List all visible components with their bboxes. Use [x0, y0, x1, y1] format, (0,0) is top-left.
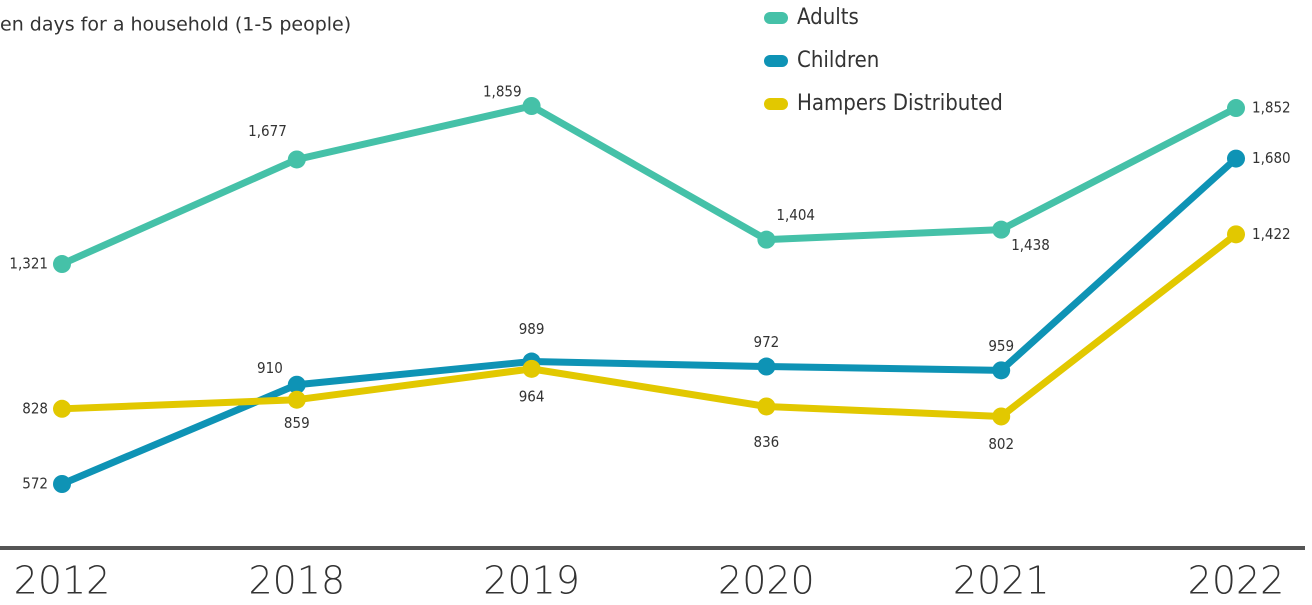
data-label: 1,321 — [9, 255, 48, 273]
data-label: 1,859 — [483, 83, 522, 101]
line — [60, 102, 1238, 268]
point — [522, 359, 541, 378]
legend-label: Hampers Distributed — [797, 91, 1003, 116]
data-label: 1,404 — [776, 206, 815, 224]
data-label: 959 — [988, 337, 1014, 355]
data-label: 828 — [22, 399, 48, 417]
legend-swatch — [764, 12, 788, 24]
data-label: 859 — [284, 414, 310, 432]
data-label: 910 — [257, 359, 283, 377]
point — [992, 407, 1011, 426]
point — [287, 150, 306, 169]
legend-swatch — [764, 98, 788, 110]
x-tick-label: 2020 — [718, 559, 815, 603]
point — [53, 255, 71, 274]
point — [1227, 99, 1245, 118]
data-label: 1,852 — [1252, 99, 1291, 117]
data-label: 836 — [754, 433, 780, 451]
legend-label: Adults — [797, 5, 859, 30]
legend-label: Children — [797, 48, 879, 73]
data-label: 1,677 — [248, 122, 287, 140]
point — [1227, 149, 1245, 168]
subtitle: en days for a household (1-5 people) — [0, 14, 351, 36]
x-tick-label: 2022 — [1188, 559, 1285, 603]
point — [992, 220, 1011, 239]
data-label: 572 — [22, 475, 48, 493]
data-label: 964 — [519, 387, 545, 405]
point — [287, 390, 306, 409]
line — [60, 155, 1239, 488]
point — [757, 357, 776, 376]
point — [757, 230, 776, 249]
point — [53, 475, 71, 493]
x-tick-label: 2019 — [483, 559, 580, 603]
point — [1227, 225, 1245, 244]
data-label: 802 — [988, 435, 1014, 453]
x-tick-label: 2012 — [14, 559, 111, 603]
data-label: 972 — [754, 333, 780, 351]
point — [992, 361, 1011, 380]
x-tick-label: 2018 — [248, 559, 345, 603]
point — [53, 399, 71, 418]
legend-swatch — [764, 55, 788, 67]
line — [61, 231, 1239, 420]
x-tick-label: 2021 — [953, 559, 1050, 603]
data-label: 1,438 — [1011, 236, 1050, 254]
data-label: 989 — [519, 320, 545, 338]
point — [757, 397, 776, 416]
point — [287, 375, 306, 394]
point — [522, 97, 541, 115]
data-label: 1,422 — [1252, 225, 1291, 243]
data-label: 1,680 — [1252, 149, 1291, 167]
